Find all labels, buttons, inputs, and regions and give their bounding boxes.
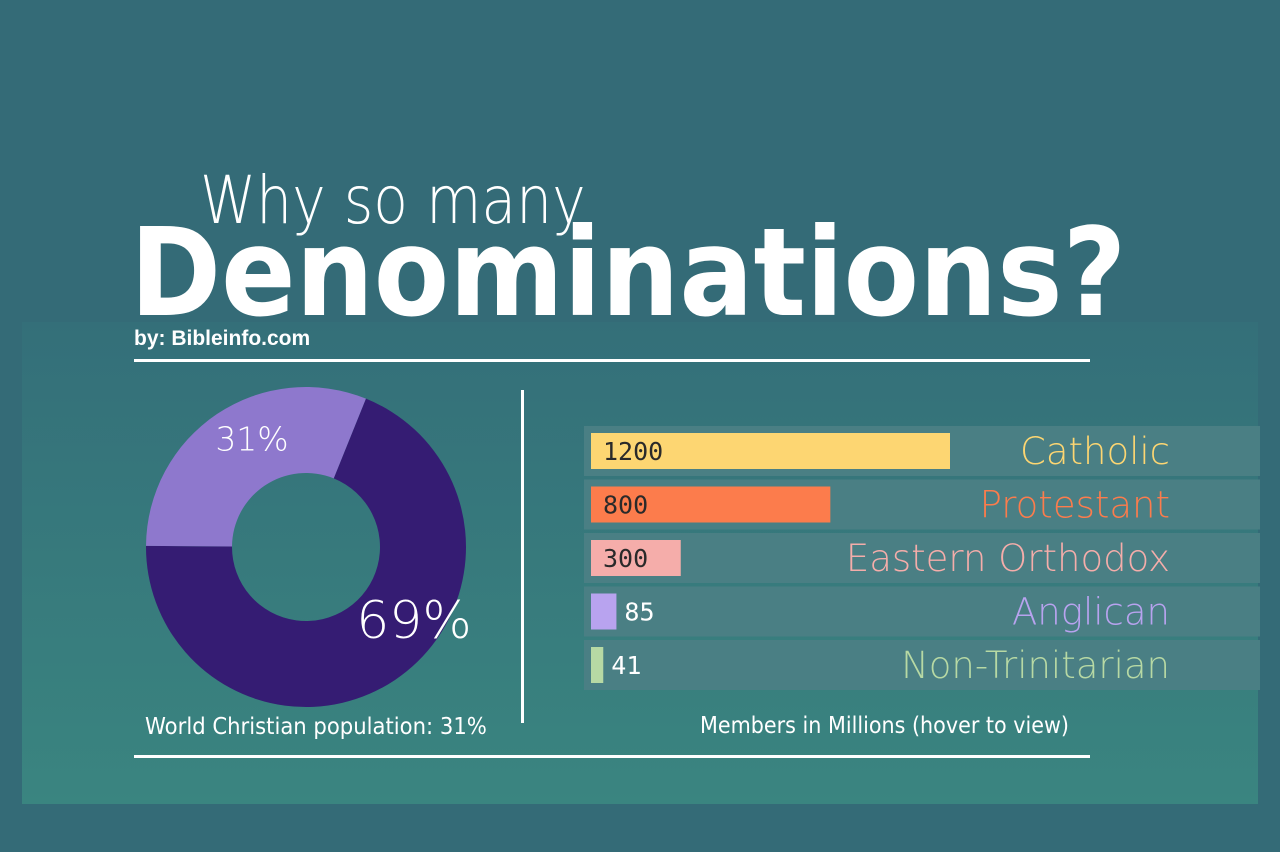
- bar-chart[interactable]: 1200 Catholic 800 Protestant 300 Eastern Orth…: [584, 426, 1260, 692]
- donut-slice-major[interactable]: [146, 398, 466, 707]
- bar-value-label: 41: [611, 651, 641, 680]
- bar[interactable]: [591, 647, 604, 683]
- bar-row-catholic[interactable]: 1200 Catholic: [584, 426, 1260, 476]
- donut-caption: World Christian population: 31%: [145, 714, 487, 740]
- vertical-divider: [521, 390, 524, 723]
- bar-row-background: [584, 586, 1260, 637]
- title-line-2: Denominations?: [130, 202, 1127, 344]
- bar-value-label: 1200: [603, 437, 663, 466]
- bar-row-anglican[interactable]: 85 Anglican: [584, 586, 1260, 637]
- bar-value-label: 800: [603, 491, 648, 520]
- bar[interactable]: [591, 540, 681, 576]
- donut-slice-minor[interactable]: [146, 387, 366, 547]
- bar-row-protestant[interactable]: 800 Protestant: [584, 479, 1260, 530]
- donut-slice-label: 69%: [356, 591, 472, 651]
- bar-category-label: Protestant: [980, 484, 1170, 527]
- bar-value-label: 85: [624, 598, 654, 627]
- bar-category-label: Non-Trinitarian: [901, 644, 1170, 687]
- bar-row-background: [584, 533, 1260, 583]
- title-line-1: Why so many: [200, 162, 586, 239]
- bar[interactable]: [591, 486, 831, 523]
- bottom-divider: [134, 755, 1090, 758]
- bar-chart-caption: Members in Millions (hover to view): [700, 713, 1070, 739]
- bar[interactable]: [591, 593, 617, 630]
- byline: by: Bibleinfo.com: [134, 327, 311, 350]
- donut-slice-label: 31%: [215, 420, 288, 459]
- bar[interactable]: [591, 433, 950, 469]
- bar-value-label: 300: [603, 544, 648, 573]
- bar-row-eastern-orthodox[interactable]: 300 Eastern Orthodox: [584, 533, 1260, 583]
- top-divider: [134, 359, 1090, 362]
- bar-category-label: Catholic: [1020, 430, 1170, 473]
- bar-category-label: Anglican: [1012, 591, 1170, 634]
- bar-row-non-trinitarian[interactable]: 41 Non-Trinitarian: [584, 640, 1260, 690]
- bar-row-background: [584, 640, 1260, 690]
- donut-chart: 69% 31%: [146, 387, 472, 707]
- bar-category-label: Eastern Orthodox: [846, 537, 1170, 580]
